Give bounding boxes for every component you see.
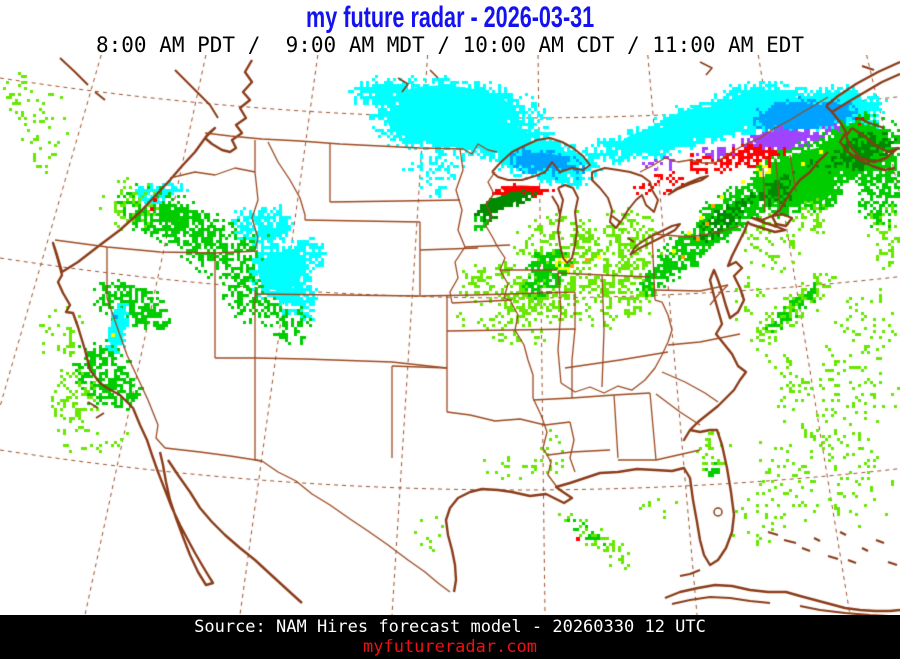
footer-bar: Source: NAM Hires forecast model - 20260… <box>0 615 900 659</box>
radar-map <box>0 55 900 615</box>
website-link[interactable]: myfutureradar.com <box>363 637 537 657</box>
source-text: Source: NAM Hires forecast model - 20260… <box>194 617 706 637</box>
page-title: my future radar - 2026-03-31 <box>0 2 900 34</box>
page-title-text: my future radar - 2026-03-31 <box>305 1 595 34</box>
valid-time-subtitle: 8:00 AM PDT / 9:00 AM MDT / 10:00 AM CDT… <box>95 33 804 57</box>
radar-map-canvas <box>0 55 900 615</box>
